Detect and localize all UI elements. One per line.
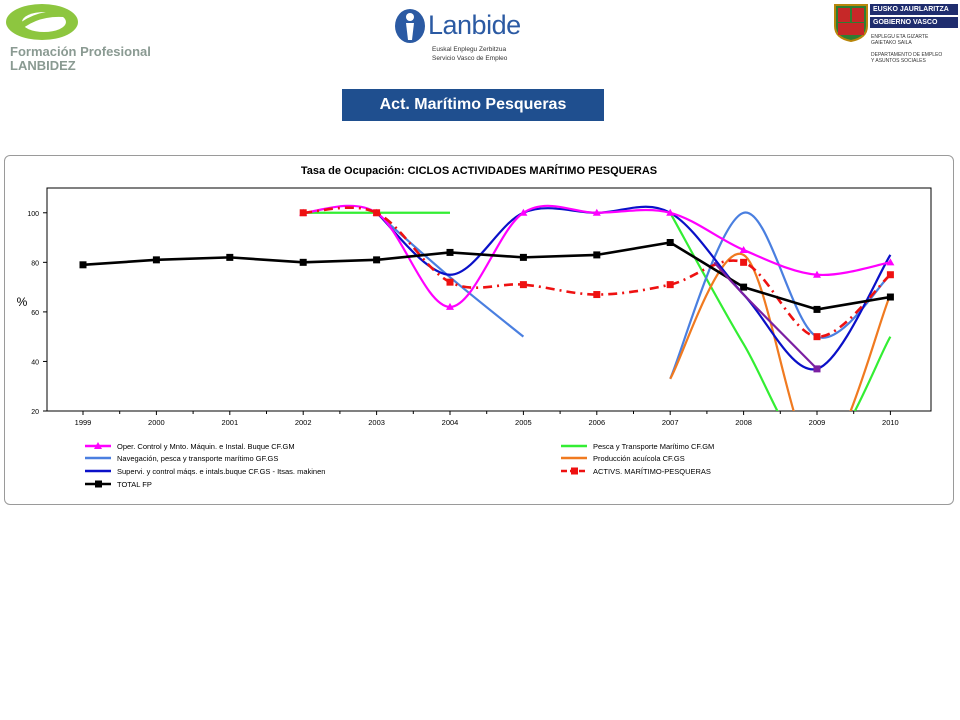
data-point: [886, 271, 894, 279]
gv-line1: EUSKO JAURLARITZA: [870, 4, 958, 15]
left-logo-line2: LANBIDEZ: [10, 58, 76, 73]
data-point: [886, 258, 895, 266]
legend-swatch-marker: [571, 467, 578, 475]
legend-label: Producción acuícola CF.GS: [593, 454, 685, 463]
y-axis-label: %: [17, 295, 28, 309]
data-point: [666, 239, 674, 247]
x-tick-label: 2009: [809, 418, 826, 427]
data-point: [666, 208, 675, 216]
lanbide-logo: Lanbide Euskal Enplegu Zerbitzua Servici…: [394, 6, 554, 66]
gv-dept2b: Y ASUNTOS SOCIALES: [871, 58, 926, 64]
y-tick-label: 100: [27, 211, 39, 218]
section-title: Act. Marítimo Pesqueras: [342, 89, 604, 121]
data-point: [740, 283, 748, 291]
data-point: [739, 245, 748, 253]
data-point: [226, 253, 234, 261]
basque-coat-of-arms-icon: [834, 4, 868, 42]
gobierno-vasco-logo: EUSKO JAURLARITZA GOBIERNO VASCO ENPLEGU…: [830, 0, 960, 70]
data-point: [886, 293, 894, 301]
chart-frame: Tasa de Ocupación: CICLOS ACTIVIDADES MA…: [4, 155, 954, 505]
x-tick-label: 2006: [588, 418, 605, 427]
data-point: [593, 251, 601, 259]
series-line-accent: [713, 261, 818, 370]
x-tick-label: 2008: [735, 418, 752, 427]
x-tick-label: 2003: [368, 418, 385, 427]
lanbide-emblem-icon: [395, 9, 425, 43]
data-point: [519, 281, 527, 289]
plot-area: [46, 187, 932, 412]
data-point: [446, 248, 454, 256]
x-tick-label: 2007: [662, 418, 679, 427]
data-point: [373, 256, 381, 264]
gv-dept2a: DEPARTAMENTO DE EMPLEO: [871, 52, 943, 58]
data-point: [813, 270, 821, 278]
data-point: [446, 302, 454, 310]
data-point: [592, 208, 601, 216]
series-line: [303, 206, 892, 338]
formacion-profesional-logo: Formación Profesional LANBIDEZ: [4, 2, 179, 73]
y-tick-label: 20: [31, 409, 39, 416]
legend-label: Pesca y Transporte Marítimo CF.GM: [593, 442, 714, 451]
data-point: [666, 281, 674, 289]
x-tick-label: 1999: [75, 418, 92, 427]
data-point: [299, 258, 307, 266]
legend-label: Navegación, pesca y transporte marítimo …: [117, 454, 278, 463]
legend-label: Supervi. y control máqs. e intals.buque …: [117, 467, 325, 476]
data-point: [79, 261, 87, 269]
legend-swatch-marker: [95, 480, 102, 488]
y-tick-label: 60: [31, 310, 39, 317]
gv-line2: GOBIERNO VASCO: [870, 17, 958, 28]
series-line: [375, 211, 525, 338]
data-point: [299, 209, 307, 217]
y-tick-label: 40: [31, 359, 39, 366]
data-point: [152, 256, 160, 264]
legend-label: TOTAL FP: [117, 480, 152, 489]
lanbide-subtitle-es: Servicio Vasco de Empleo: [432, 55, 508, 62]
y-tick-label: 80: [31, 260, 39, 267]
data-point: [813, 365, 821, 373]
series-line: [82, 241, 891, 311]
series-line: [375, 205, 892, 371]
data-point: [813, 333, 821, 341]
series-line: [303, 204, 891, 309]
legend-swatch-marker: [94, 442, 102, 449]
data-point: [593, 291, 601, 299]
x-tick-label: 2010: [882, 418, 899, 427]
chart-title: Tasa de Ocupación: CICLOS ACTIVIDADES MA…: [301, 164, 657, 177]
x-tick-label: 2001: [221, 418, 238, 427]
gv-dept1b: GAIETAKO SAILA: [871, 40, 912, 46]
data-point: [519, 253, 527, 261]
data-point: [373, 209, 381, 217]
lanbide-name: Lanbide: [428, 10, 521, 40]
lanbide-subtitle-eu: Euskal Enplegu Zerbitzua: [432, 46, 507, 53]
series-line: [669, 212, 892, 411]
x-tick-label: 2000: [148, 418, 165, 427]
data-point: [446, 278, 454, 286]
x-tick-label: 2005: [515, 418, 532, 427]
series-line: [669, 211, 892, 380]
data-point: [519, 208, 528, 216]
left-logo-line1: Formación Profesional: [10, 44, 151, 59]
series-line: [669, 252, 892, 411]
occupancy-line-chart: Tasa de Ocupación: CICLOS ACTIVIDADES MA…: [17, 164, 932, 489]
legend-label: Oper. Control y Mnto. Máquin. e Instal. …: [117, 442, 295, 451]
legend-label: ACTIVS. MARÍTIMO-PESQUERAS: [593, 467, 711, 476]
gv-dept1a: ENPLEGU ETA GIZARTE: [871, 34, 929, 40]
data-point: [813, 305, 821, 313]
fp-leaf-logo-icon: [6, 4, 78, 40]
x-tick-label: 2002: [295, 418, 312, 427]
x-tick-label: 2004: [442, 418, 459, 427]
data-point: [740, 258, 748, 266]
